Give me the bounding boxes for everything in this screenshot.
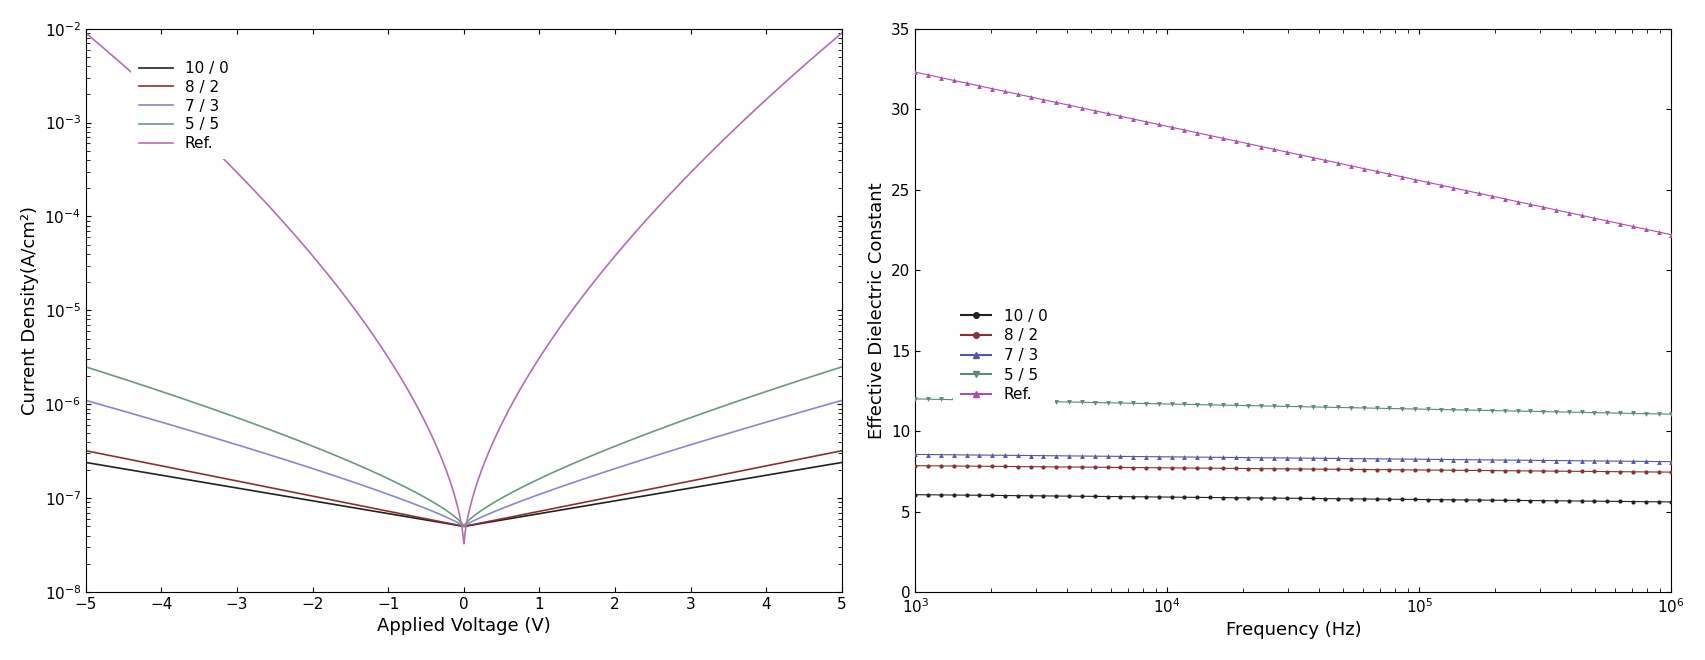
8 / 2	[206, 473, 227, 481]
Ref.	[830, 29, 851, 37]
8 / 2	[735, 466, 755, 474]
Legend: 10 / 0, 8 / 2, 7 / 3, 5 / 5, Ref.: 10 / 0, 8 / 2, 7 / 3, 5 / 5, Ref.	[131, 53, 235, 159]
Ref.	[817, 42, 837, 50]
Ref.	[454, 540, 474, 548]
8 / 2	[75, 447, 95, 455]
7 / 3	[397, 498, 418, 506]
7 / 3	[365, 486, 385, 494]
Ref.	[735, 114, 755, 122]
10 / 0	[206, 480, 227, 488]
5 / 5	[397, 484, 418, 492]
8 / 2	[830, 447, 851, 455]
Ref.	[397, 387, 418, 395]
7 / 3	[817, 401, 837, 409]
10 / 0	[735, 475, 755, 482]
5 / 5	[830, 363, 851, 371]
Ref.	[206, 148, 227, 156]
Line: Ref.: Ref.	[85, 33, 841, 544]
7 / 3	[75, 397, 95, 405]
8 / 2	[365, 505, 385, 513]
X-axis label: Frequency (Hz): Frequency (Hz)	[1224, 621, 1361, 639]
10 / 0	[454, 523, 474, 531]
8 / 2	[397, 512, 418, 519]
8 / 2	[162, 464, 182, 472]
Legend: 10 / 0, 8 / 2, 7 / 3, 5 / 5, Ref.: 10 / 0, 8 / 2, 7 / 3, 5 / 5, Ref.	[953, 301, 1054, 410]
10 / 0	[817, 461, 837, 469]
X-axis label: Applied Voltage (V): Applied Voltage (V)	[377, 618, 551, 636]
7 / 3	[206, 435, 227, 443]
8 / 2	[454, 523, 474, 531]
7 / 3	[735, 424, 755, 432]
10 / 0	[162, 473, 182, 481]
5 / 5	[365, 469, 385, 477]
Line: 5 / 5: 5 / 5	[85, 367, 841, 526]
Ref.	[162, 106, 182, 114]
Ref.	[75, 29, 95, 37]
5 / 5	[817, 368, 837, 376]
Y-axis label: Current Density(A/cm²): Current Density(A/cm²)	[20, 206, 39, 415]
7 / 3	[454, 522, 474, 530]
5 / 5	[735, 395, 755, 403]
10 / 0	[75, 459, 95, 467]
7 / 3	[162, 421, 182, 429]
5 / 5	[454, 522, 474, 530]
5 / 5	[206, 407, 227, 414]
10 / 0	[397, 513, 418, 521]
Ref.	[365, 335, 385, 343]
5 / 5	[75, 363, 95, 371]
Y-axis label: Effective Dielectric Constant: Effective Dielectric Constant	[868, 182, 885, 439]
Line: 7 / 3: 7 / 3	[85, 401, 841, 526]
Line: 10 / 0: 10 / 0	[85, 463, 841, 527]
5 / 5	[162, 391, 182, 399]
Line: 8 / 2: 8 / 2	[85, 451, 841, 527]
7 / 3	[830, 397, 851, 405]
10 / 0	[365, 508, 385, 515]
8 / 2	[817, 449, 837, 457]
10 / 0	[830, 459, 851, 467]
